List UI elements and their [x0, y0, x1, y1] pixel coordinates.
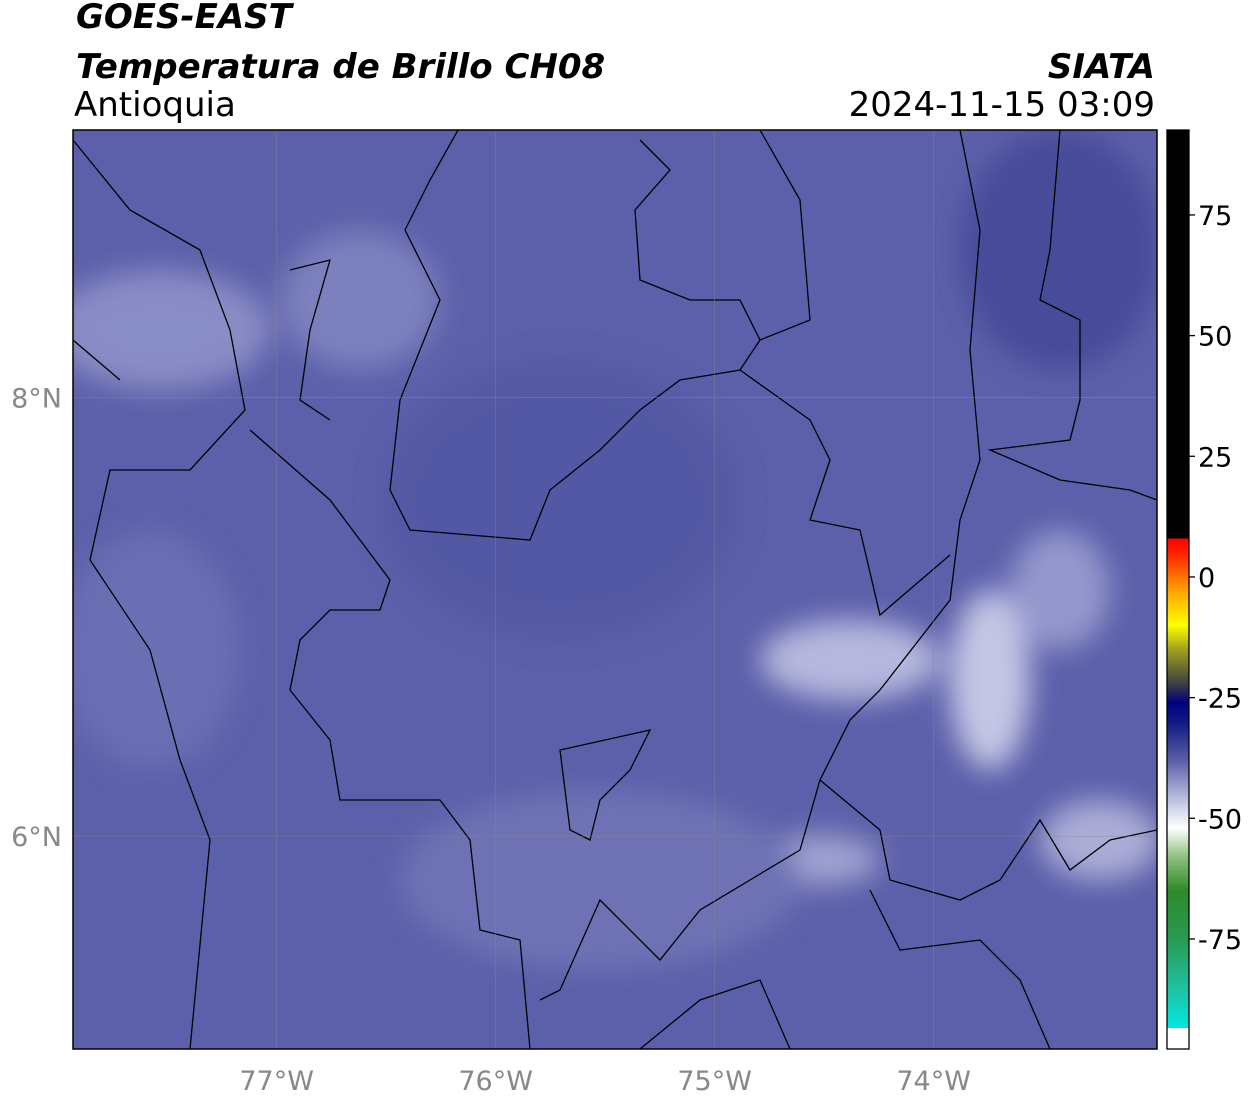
- map-image: [73, 130, 1157, 1049]
- lat-tick-label: 8°N: [11, 384, 62, 415]
- title: GOES-EAST: [76, 0, 295, 37]
- lon-tick-label: 74°W: [896, 1066, 971, 1097]
- colorbar-tick-label: 0: [1198, 563, 1215, 594]
- lon-tick-label: 77°W: [239, 1066, 314, 1097]
- lat-tick-label: 6°N: [11, 822, 62, 853]
- graticule: [73, 130, 1157, 1049]
- colorbar-tick-label: -25: [1198, 684, 1242, 715]
- map-frame: [72, 129, 1158, 1050]
- colorbar-tick-label: -50: [1198, 804, 1242, 835]
- timestamp: 2024-11-15 03:09: [849, 85, 1155, 125]
- colorbar: [1166, 129, 1190, 1050]
- colorbar-tick-label: 75: [1198, 201, 1232, 232]
- colorbar-tick-label: 25: [1198, 442, 1232, 473]
- colorbar-tick-label: 50: [1198, 322, 1232, 353]
- lon-tick-label: 75°W: [677, 1066, 752, 1097]
- subtitle: Temperatura de Brillo CH08: [76, 47, 605, 87]
- lon-tick-label: 76°W: [458, 1066, 533, 1097]
- region: Antioquia: [74, 85, 236, 125]
- colorbar-tick-label: -75: [1198, 925, 1242, 956]
- source: SIATA: [1048, 47, 1155, 87]
